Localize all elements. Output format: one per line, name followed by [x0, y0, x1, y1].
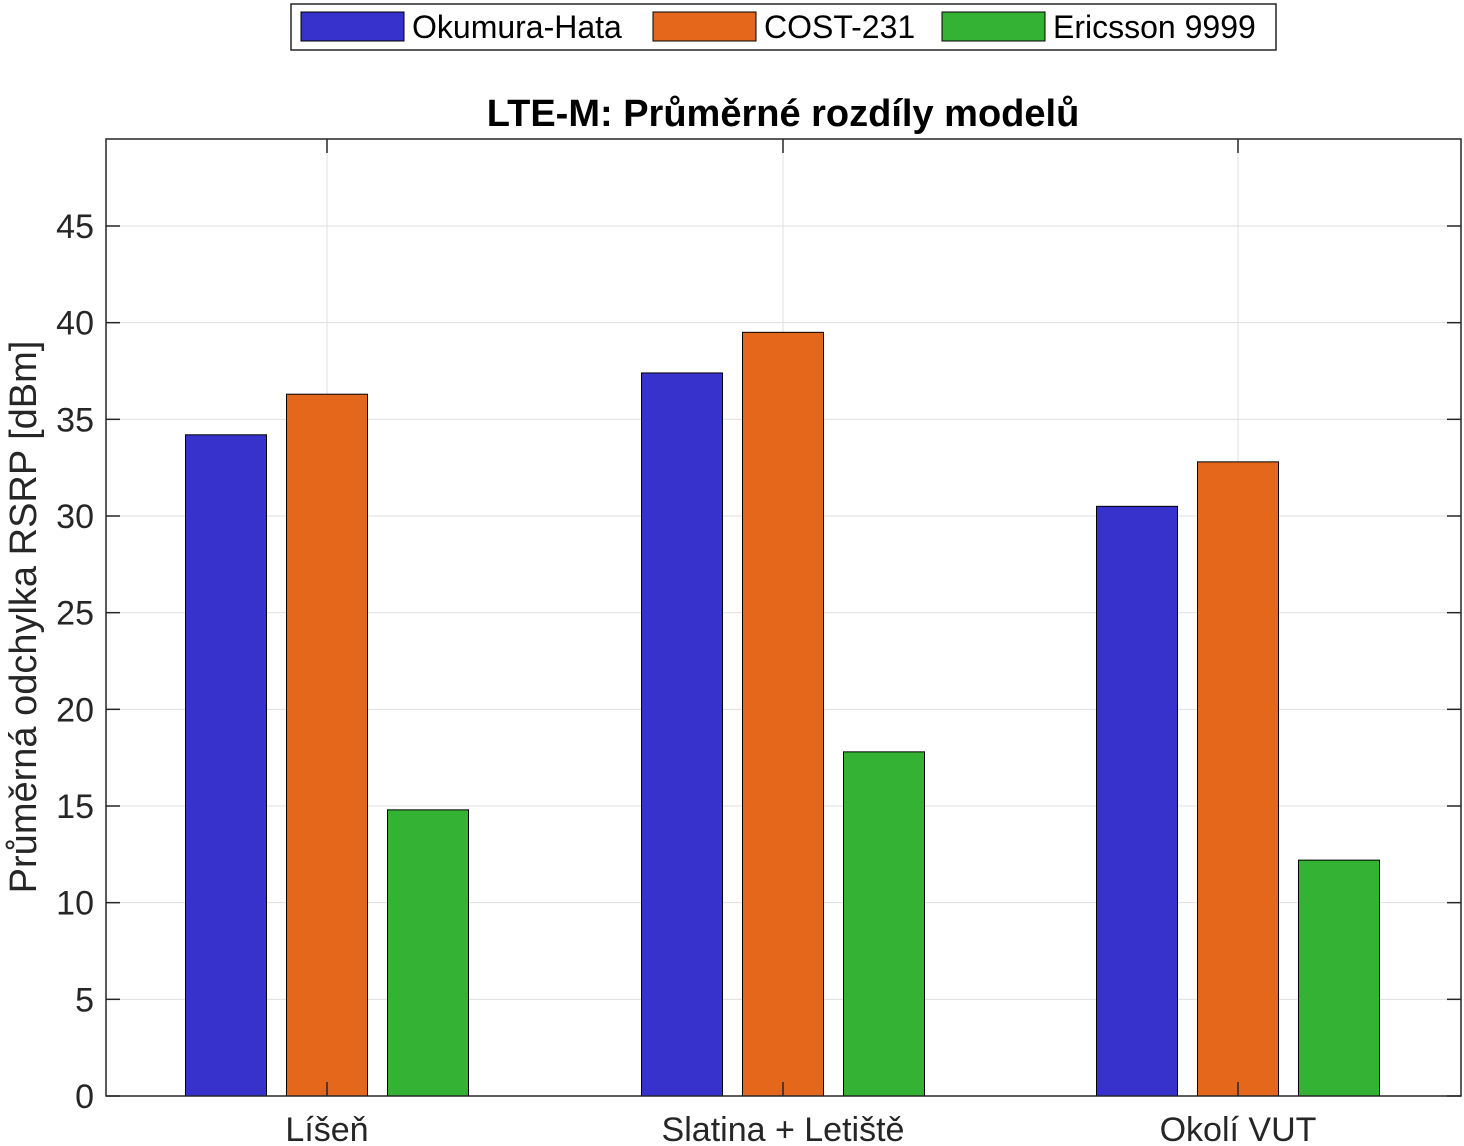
bar	[387, 809, 469, 1097]
bar	[286, 393, 368, 1097]
bar	[641, 372, 723, 1097]
x-tick-label: Líšeň	[285, 1111, 368, 1146]
y-axis-label: Průměrná odchylka RSRP [dBm]	[3, 341, 45, 894]
y-tick-label: 40	[56, 305, 94, 343]
legend-label: COST-231	[764, 9, 915, 45]
bar	[1197, 461, 1279, 1097]
y-tick-label: 5	[75, 981, 94, 1019]
legend: Okumura-Hata COST-231 Ericsson 9999	[290, 3, 1277, 51]
x-tick-label: Slatina + Letiště	[662, 1111, 905, 1146]
bar	[1096, 505, 1178, 1097]
legend-box	[290, 3, 1277, 51]
legend-label: Okumura-Hata	[412, 9, 622, 45]
x-tick-label: Okolí VUT	[1160, 1111, 1317, 1146]
ticks: 0 5 10 15 20 25 30 35 40 45 Líšeň Slatina + Letiště…	[56, 139, 1461, 1146]
legend-swatch	[652, 11, 757, 42]
y-tick-label: 45	[56, 208, 94, 246]
y-tick-label: 15	[56, 788, 94, 826]
bars	[185, 331, 1380, 1097]
bar	[1298, 859, 1380, 1097]
legend-swatch	[300, 11, 405, 42]
y-tick-label: 20	[56, 691, 94, 729]
chart-title: LTE-M: Průměrné rozdíly modelů	[487, 93, 1080, 135]
y-tick-label: 30	[56, 498, 94, 536]
bar	[843, 751, 925, 1097]
y-tick-label: 35	[56, 401, 94, 439]
bar	[185, 434, 267, 1097]
y-tick-label: 0	[75, 1078, 94, 1116]
legend-label: Ericsson 9999	[1053, 9, 1256, 45]
y-tick-label: 25	[56, 595, 94, 633]
legend-swatch	[941, 11, 1046, 42]
y-tick-label: 10	[56, 885, 94, 923]
bar	[742, 331, 824, 1097]
